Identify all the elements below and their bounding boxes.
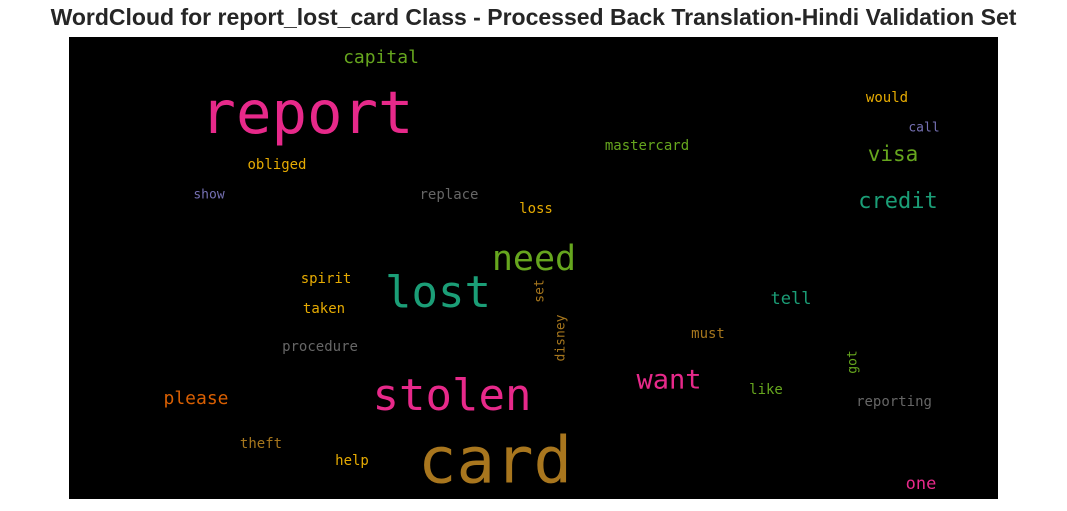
wordcloud-canvas: card report lost stolen need want credit visa ca… [69, 37, 998, 499]
word-call: call [908, 121, 939, 136]
word-need: need [492, 239, 576, 279]
word-want: want [636, 365, 701, 396]
word-like: like [749, 382, 783, 398]
word-must: must [691, 326, 725, 342]
word-replace: replace [419, 187, 478, 203]
word-spirit: spirit [301, 271, 352, 287]
word-mastercard: mastercard [605, 138, 689, 154]
word-please: please [163, 388, 228, 409]
word-obliged: obliged [247, 157, 306, 173]
word-one: one [906, 474, 937, 494]
word-report: report [200, 78, 413, 147]
word-taken: taken [303, 301, 345, 317]
word-procedure: procedure [282, 339, 358, 355]
word-theft: theft [240, 436, 282, 452]
word-set: set [533, 279, 548, 302]
wordcloud-svg: card report lost stolen need want credit visa ca… [163, 47, 939, 499]
chart-title: WordCloud for report_lost_card Class - P… [50, 4, 1017, 30]
word-lost: lost [385, 267, 491, 318]
word-help: help [335, 453, 369, 469]
word-reporting: reporting [856, 394, 932, 410]
word-capital: capital [343, 47, 419, 68]
word-would: would [866, 90, 908, 106]
word-visa: visa [868, 142, 919, 166]
word-show: show [193, 188, 224, 203]
word-got: got [846, 350, 861, 373]
word-credit: credit [858, 189, 937, 214]
word-card: card [418, 425, 572, 499]
word-loss: loss [519, 201, 553, 217]
word-disney: disney [554, 314, 569, 361]
word-stolen: stolen [373, 370, 532, 421]
word-tell: tell [771, 289, 812, 309]
